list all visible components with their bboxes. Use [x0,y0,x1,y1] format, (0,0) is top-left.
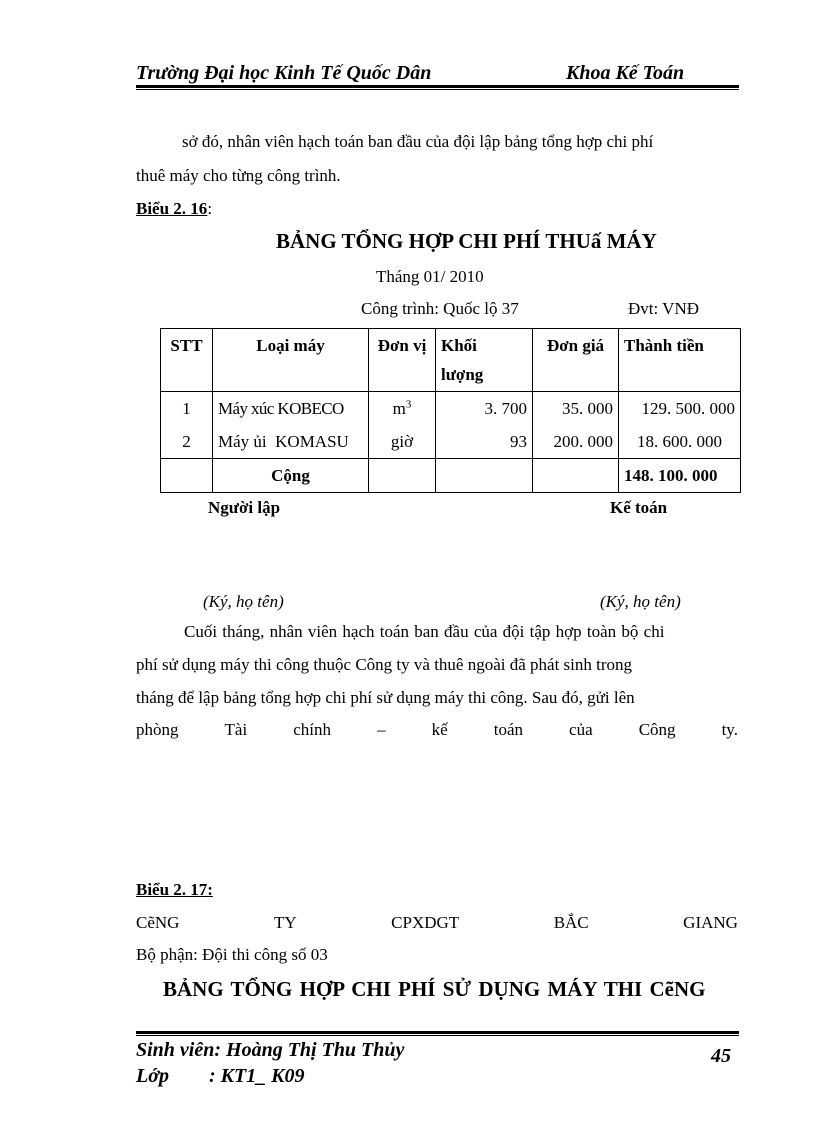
figure-label: Biểu 2. 16: [136,199,212,219]
footer-rule [136,1031,739,1036]
paragraph-line-justified: phòng Tài chính – kế toán của Công ty. [136,720,738,739]
table-header-row: STT Loại máy Đơn vị Khối lượng Đơn giá T… [160,328,741,392]
page-number: 45 [711,1045,731,1067]
cell-qty: 3. 700 [435,391,533,425]
cell-empty [435,458,533,493]
cell-price: 200. 000 [532,425,619,459]
cell-empty [532,458,619,493]
department: Bộ phận: Đội thi công số 03 [136,945,328,964]
signature-accountant: Kế toán [610,498,668,517]
cell-empty [160,458,213,493]
cell-name: Máy xúc KOBECO [212,391,369,425]
col-header: Đơn vị [368,328,436,392]
cell-qty: 93 [435,425,533,459]
cell-amount: 129. 500. 000 [618,391,741,425]
cell-stt: 1 [160,391,213,425]
paragraph-line: thuê máy cho từng công trình. [136,166,341,185]
col-header: Thành tiền [618,328,741,392]
signature-note: (Ký, họ tên) [600,592,681,611]
paragraph-line: Cuối tháng, nhân viên hạch toán ban đầu … [184,622,665,641]
signature-preparer: Người lập [208,498,281,517]
cell-empty [368,458,436,493]
cost-table: STT Loại máy Đơn vị Khối lượng Đơn giá T… [160,328,741,493]
col-header: Đơn giá [532,328,619,392]
figure-label: Biểu 2. 17: [136,880,213,899]
company-name: CẽNG TY CPXDGT BẮC GIANG [136,913,738,932]
cell-name: Máy ủi KOMASU [212,425,369,459]
signature-note: (Ký, họ tên) [203,592,284,611]
table-row: 1 Máy xúc KOBECO m3 3. 700 35. 000 129. … [160,391,741,425]
table-title: BẢNG TỔNG HỢP CHI PHÍ SỬ DỤNG MÁY THI Cẽ… [163,977,706,1001]
footer-class: Lớp : KT1_ K09 [136,1065,305,1087]
table-row: 2 Máy ủi KOMASU giờ 93 200. 000 18. 600.… [160,425,741,459]
cell-stt: 2 [160,425,213,459]
header-faculty: Khoa Kế Toán [566,62,685,84]
currency-unit: Đvt: VNĐ [628,299,699,318]
paragraph-line: tháng để lập bảng tổng hợp chi phí sử dụ… [136,688,635,707]
cell-unit: m3 [368,391,436,425]
col-header: Loại máy [212,328,369,392]
colon: : [207,199,213,218]
footer-student: Sinh viên: Hoàng Thị Thu Thủy [136,1039,405,1061]
col-header: STT [160,328,213,392]
month: Tháng 01/ 2010 [376,267,484,286]
paragraph-line: phí sử dụng máy thi công thuộc Công ty v… [136,655,633,674]
figure-label-text: Biểu 2. 16 [136,199,208,218]
total-amount: 148. 100. 000 [618,458,741,493]
cell-amount: 18. 600. 000 [618,425,741,459]
project: Công trình: Quốc lộ 37 [361,299,519,318]
header-rule [136,85,739,90]
total-label: Cộng [212,458,369,493]
header-university: Trường Đại học Kinh Tế Quốc Dân [136,62,432,84]
col-header: Khối lượng [435,328,533,392]
cell-price: 35. 000 [532,391,619,425]
table-total-row: Cộng 148. 100. 000 [160,458,741,493]
cell-unit: giờ [368,425,436,459]
table-title: BẢNG TỔNG HỢP CHI PHÍ THUấ MÁY [276,229,657,253]
paragraph-line: sở đó, nhân viên hạch toán ban đầu của đ… [182,132,654,151]
